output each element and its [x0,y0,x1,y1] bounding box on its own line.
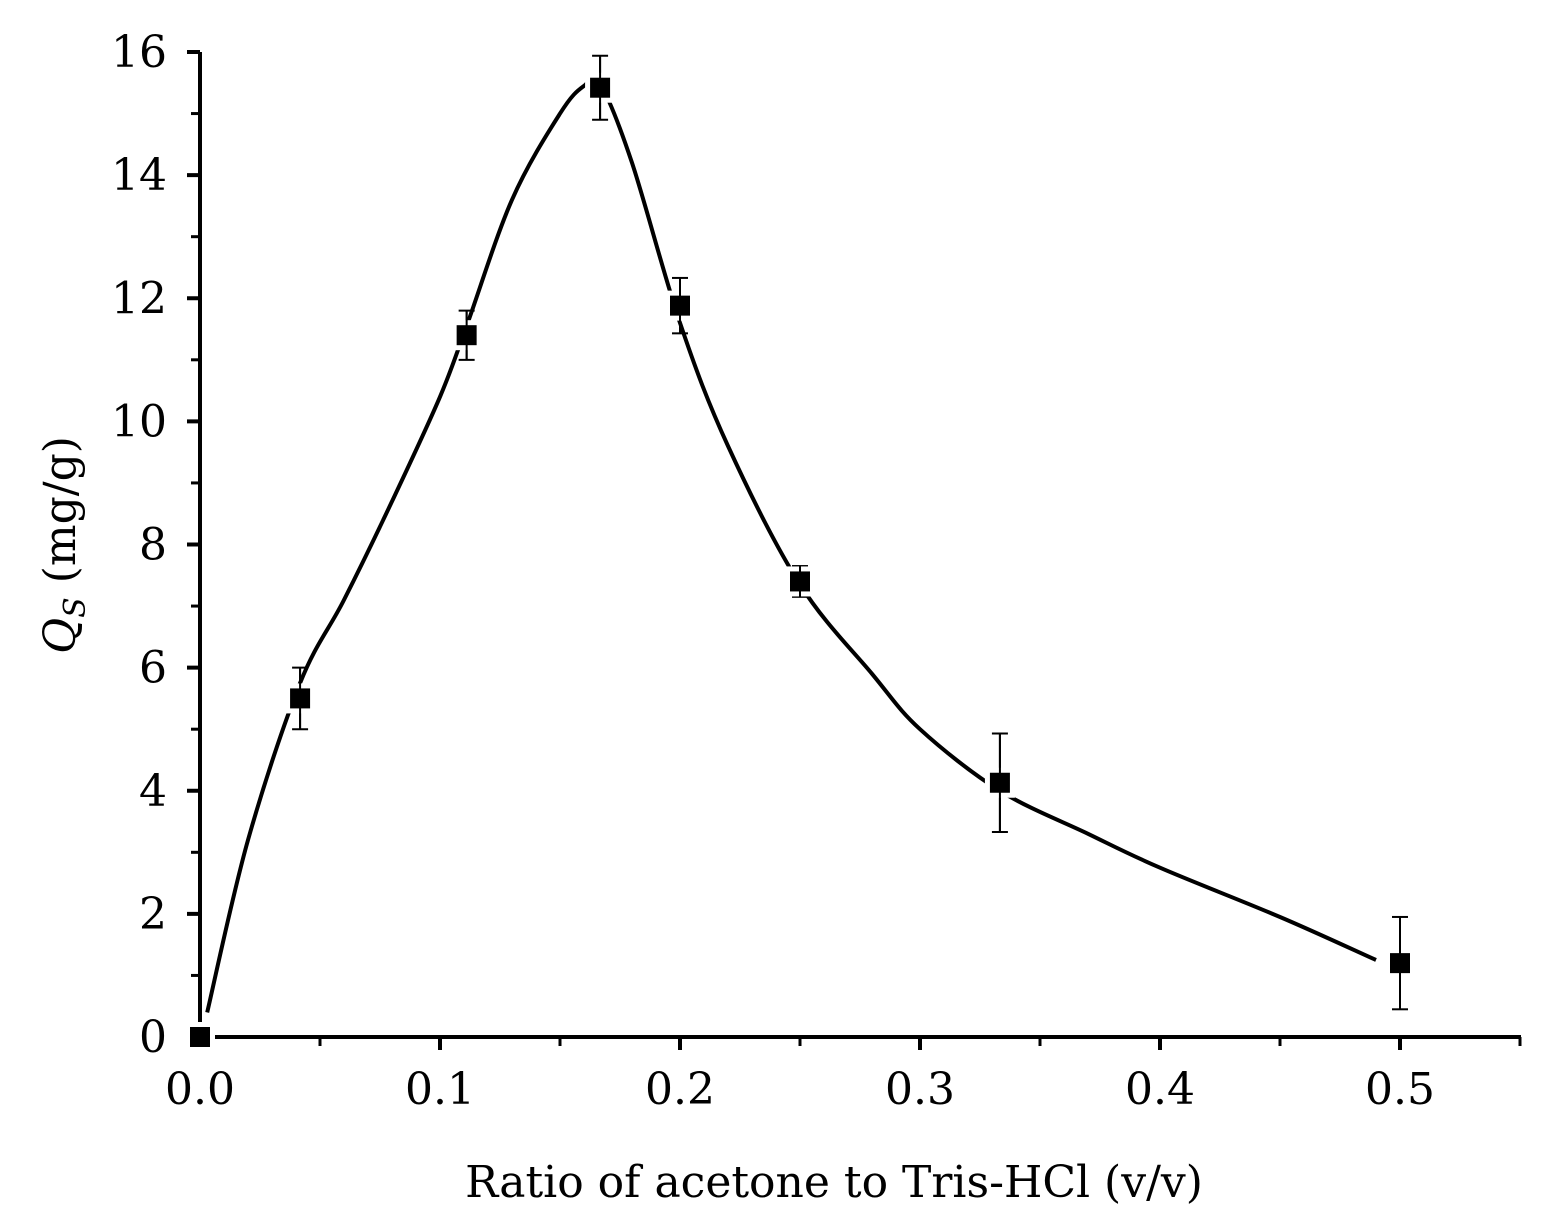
square-marker [456,325,477,346]
x-tick-label: 0.2 [645,1064,715,1115]
x-axis-title: Ratio of acetone to Tris-HCl (v/v) [465,1157,1203,1208]
x-tick-label: 0.3 [885,1064,955,1115]
x-tick-label: 0.5 [1365,1064,1435,1115]
square-marker [290,688,311,709]
square-marker [989,772,1010,793]
square-marker [1390,953,1410,974]
ticks [187,50,1522,1050]
y-axis-title: QS (mg/g) [35,436,93,654]
y-tick-label: 0 [139,1012,167,1063]
y-tick-label: 12 [111,273,167,324]
fit-curve-layer [205,75,1377,1013]
square-marker [670,295,690,316]
x-tick-label: 0.4 [1125,1064,1195,1115]
y-tick-label: 8 [139,520,167,571]
data-point [785,565,815,598]
x-tick-label: 0.1 [405,1064,475,1115]
data-point [984,732,1015,833]
x-tick-label: 0.0 [165,1064,235,1115]
data-point [585,54,616,121]
data-points-layer [185,54,1415,1052]
data-point [665,276,695,335]
data-point [185,1022,215,1052]
y-axis-unit: (mg/g) [35,436,86,597]
y-axis-symbol: Q [35,618,86,654]
data-point [285,666,316,731]
square-marker [590,77,611,98]
y-tick-label: 2 [139,889,167,940]
y-axis-subscript: S [58,597,93,618]
square-marker [790,571,810,592]
y-tick-label: 14 [111,150,167,201]
y-tick-label: 10 [111,396,167,447]
axes [198,52,1521,1039]
data-point [1385,915,1415,1011]
fit-curve [205,75,1377,1013]
tick-labels: 0.0 0.1 0.2 0.3 0.4 0.5 0 2 4 6 8 10 12 14 16 [111,27,1435,1115]
data-point [451,309,482,361]
y-tick-label: 16 [111,27,167,78]
y-tick-label: 6 [139,643,167,694]
square-marker [190,1027,210,1047]
y-tick-label: 4 [139,766,167,817]
